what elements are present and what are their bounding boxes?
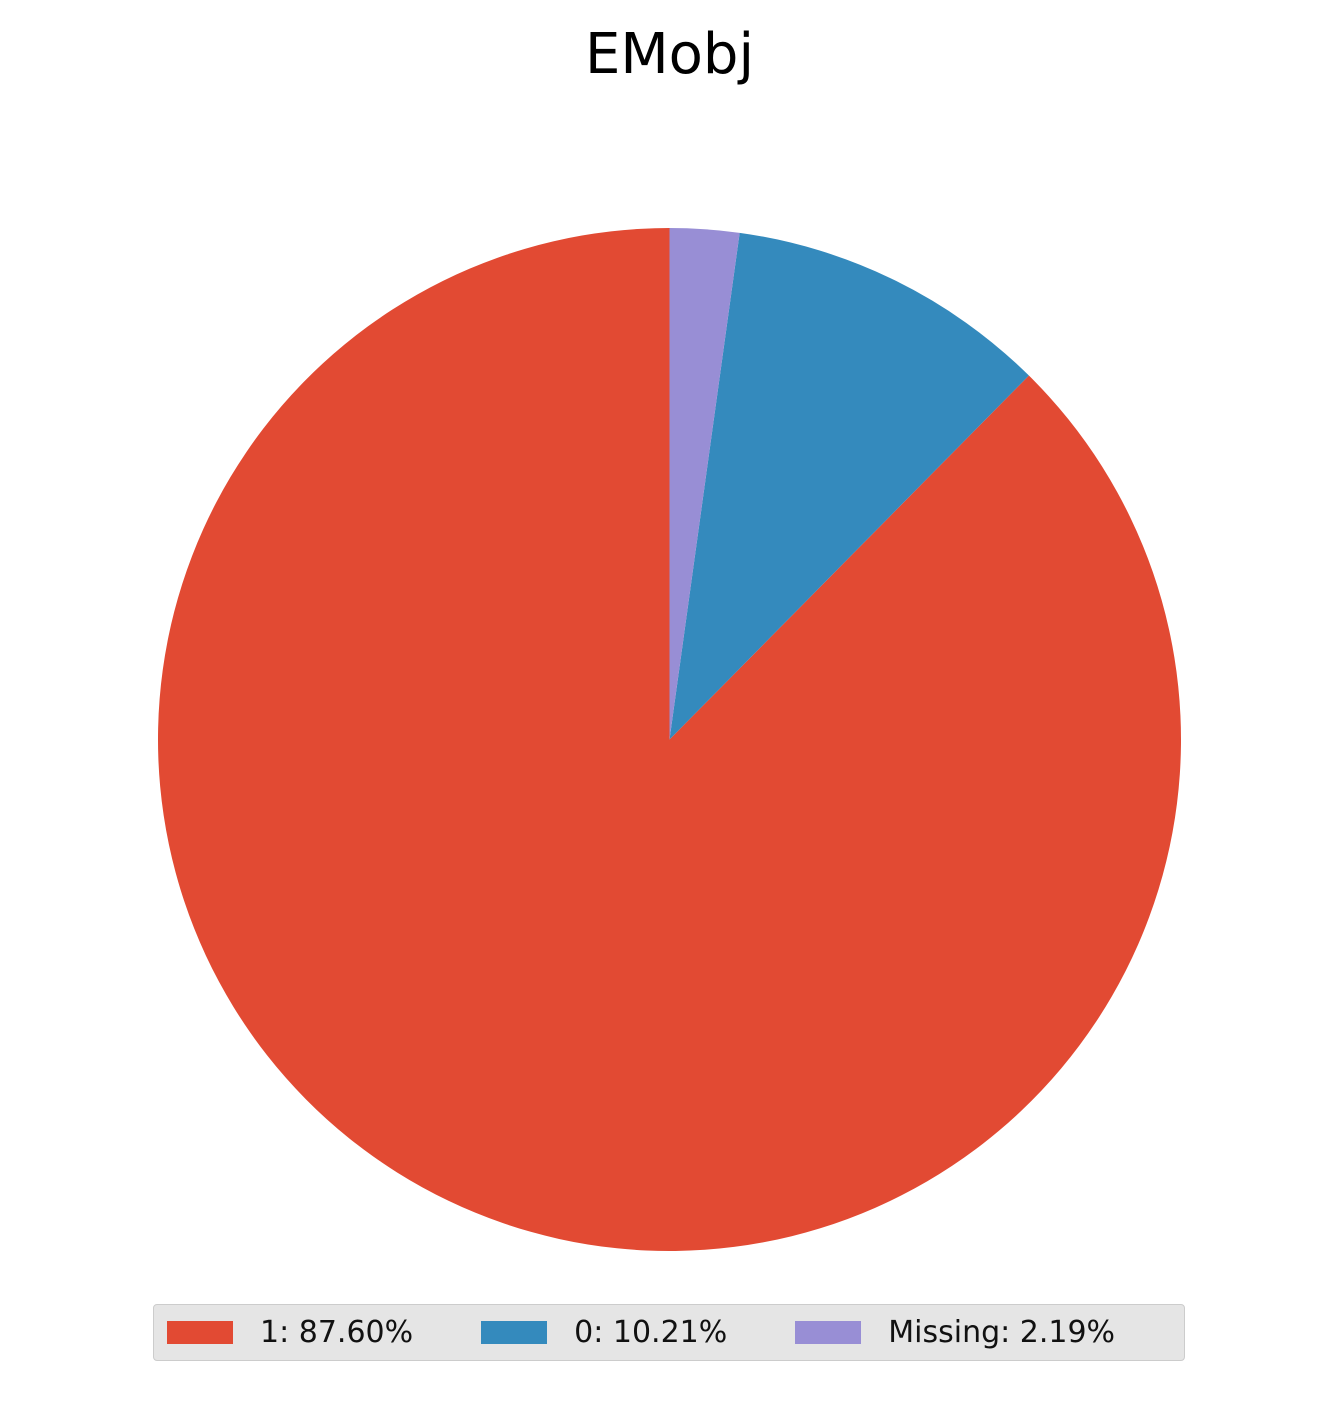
pie-slice-missing [669,228,740,740]
pie-slices [158,228,1182,1251]
legend: 1: 87.60% 0: 10.21% Missing: 2.19% [153,1304,1185,1361]
legend-entry-1: 1: 87.60% [167,1315,413,1350]
legend-entry-missing: Missing: 2.19% [795,1315,1115,1350]
legend-label-0: 0: 10.21% [574,1315,728,1350]
legend-label-missing: Missing: 2.19% [888,1315,1116,1350]
legend-swatch-missing [795,1321,862,1344]
pie-slice-0 [669,232,1029,740]
legend-swatch-0 [481,1321,548,1344]
pie-chart [158,228,1182,1251]
legend-label-1: 1: 87.60% [260,1315,414,1350]
legend-entry-0: 0: 10.21% [481,1315,727,1350]
legend-swatch-1 [167,1321,233,1344]
pie-slice-1 [158,228,1182,1251]
chart-title: EMobj [584,22,755,87]
